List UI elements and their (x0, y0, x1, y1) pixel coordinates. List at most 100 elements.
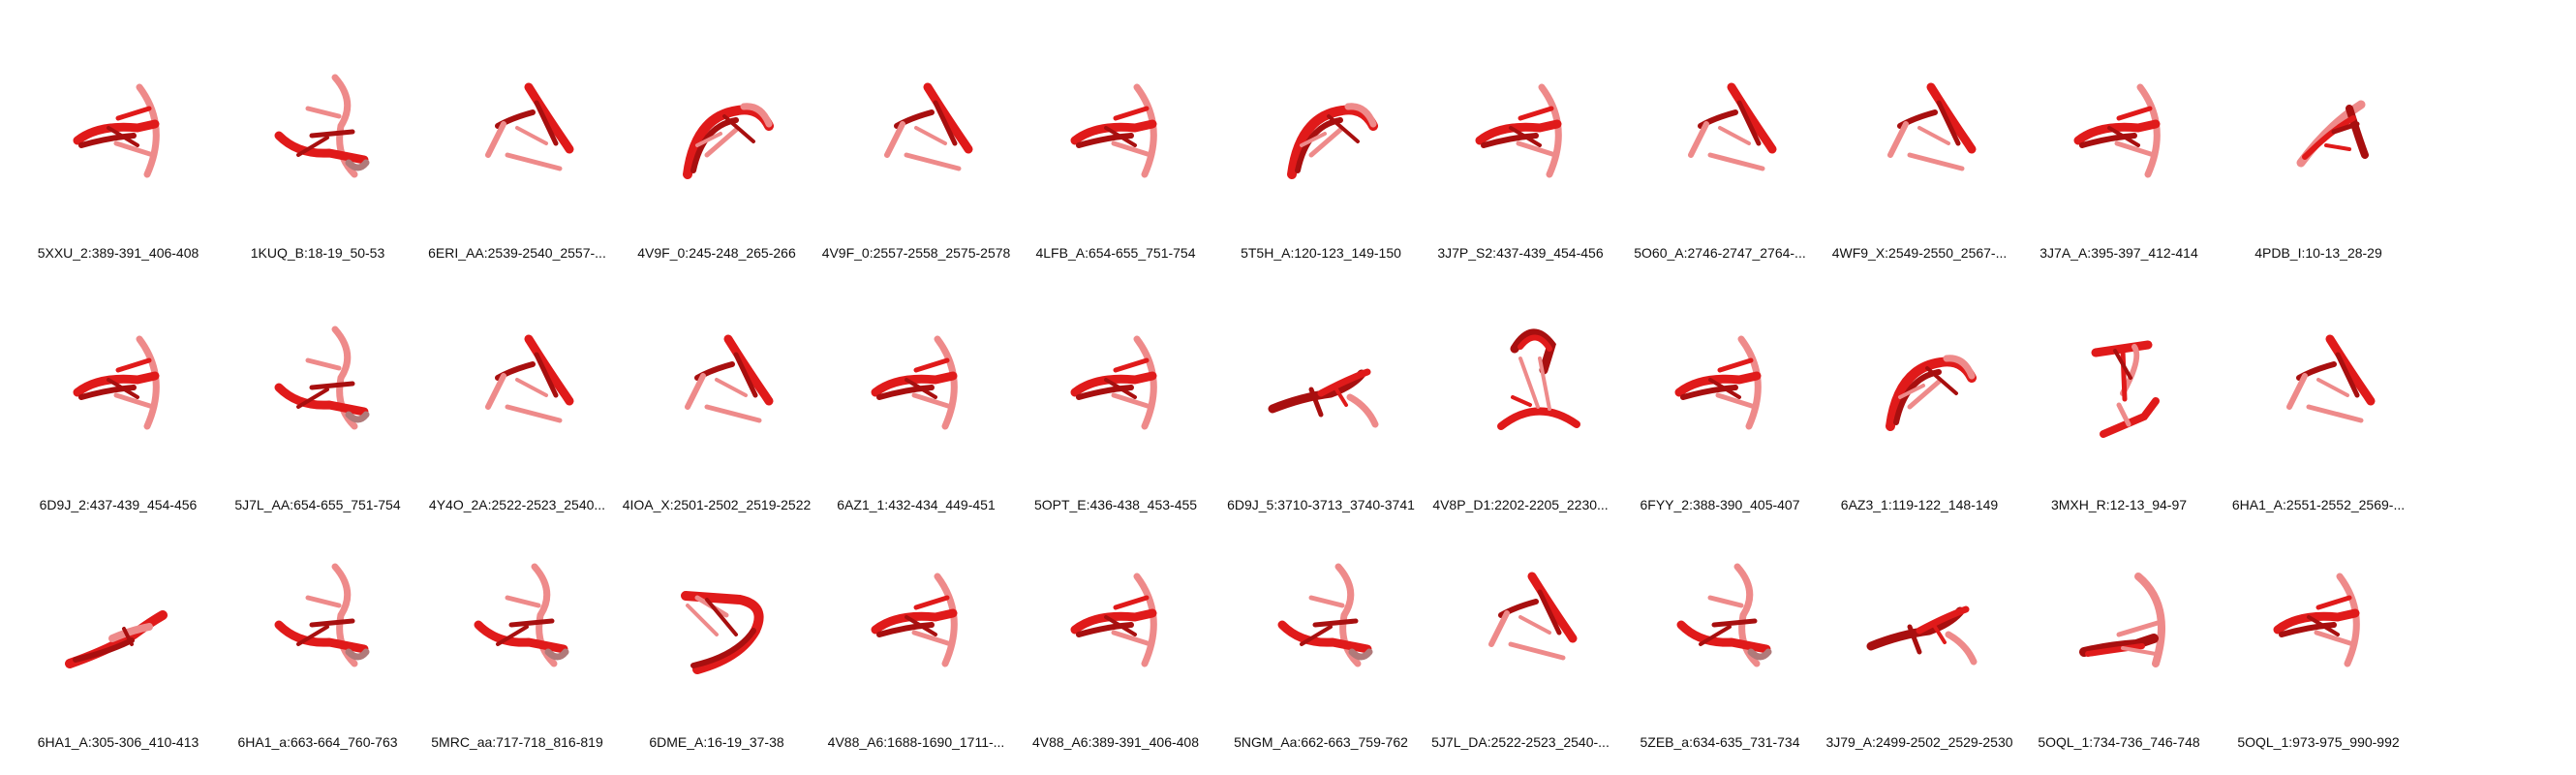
structure-label: 4IOA_X:2501-2502_2519-2522 (622, 497, 812, 512)
structure-label: 6ERI_AA:2539-2540_2557-... (428, 245, 606, 261)
structure-cell[interactable]: 5NGM_Aa:662-663_759-762 (1224, 528, 1418, 760)
structure-cell[interactable]: 5OQL_1:973-975_990-992 (2222, 528, 2415, 760)
structure-thumbnail[interactable] (839, 48, 994, 203)
structure-cell[interactable]: 4LFB_A:654-655_751-754 (1019, 39, 1212, 271)
structure-label: 5ZEB_a:634-635_731-734 (1640, 734, 1800, 750)
structure-thumbnail[interactable] (2241, 538, 2396, 693)
structure-thumbnail[interactable] (440, 538, 595, 693)
structure-cell[interactable]: 4V88_A6:389-391_406-408 (1019, 528, 1212, 760)
structure-thumbnail[interactable] (639, 538, 794, 693)
structure-label: 5T5H_A:120-123_149-150 (1241, 245, 1401, 261)
structure-cell[interactable]: 6HA1_a:663-664_760-763 (221, 528, 414, 760)
structure-thumbnail[interactable] (240, 300, 395, 455)
structure-label: 1KUQ_B:18-19_50-53 (250, 245, 385, 261)
structure-cell[interactable]: 6D9J_2:437-439_454-456 (21, 291, 215, 523)
structure-cell[interactable]: 6D9J_5:3710-3713_3740-3741 (1224, 291, 1418, 523)
structure-thumbnail[interactable] (2041, 300, 2196, 455)
structure-thumbnail[interactable] (1443, 538, 1598, 693)
structure-thumbnail[interactable] (1642, 300, 1797, 455)
structure-cell[interactable]: 6HA1_A:2551-2552_2569-... (2222, 291, 2415, 523)
structure-thumbnail[interactable] (2041, 538, 2196, 693)
structure-label: 3J7P_S2:437-439_454-456 (1437, 245, 1604, 261)
structure-label: 5OPT_E:436-438_453-455 (1033, 497, 1198, 512)
structure-cell[interactable]: 3J7A_A:395-397_412-414 (2022, 39, 2216, 271)
structure-label: 3J79_A:2499-2502_2529-2530 (1825, 734, 2013, 750)
structure-cell[interactable]: 6AZ3_1:119-122_148-149 (1823, 291, 2016, 523)
structure-cell[interactable]: 6HA1_A:305-306_410-413 (21, 528, 215, 760)
structure-cell[interactable]: 3J7P_S2:437-439_454-456 (1424, 39, 1617, 271)
structure-label: 6HA1_a:663-664_760-763 (237, 734, 398, 750)
structure-label: 5NGM_Aa:662-663_759-762 (1234, 734, 1408, 750)
structure-cell[interactable]: 4V88_A6:1688-1690_1711-... (819, 528, 1013, 760)
structure-cell[interactable]: 5J7L_AA:654-655_751-754 (221, 291, 414, 523)
structure-thumbnail[interactable] (1842, 538, 1997, 693)
structure-label: 4Y4O_2A:2522-2523_2540... (428, 497, 606, 512)
structure-thumbnail[interactable] (240, 538, 395, 693)
structure-thumbnail[interactable] (41, 300, 196, 455)
structure-thumbnail[interactable] (839, 300, 994, 455)
structure-cell[interactable]: 5MRC_aa:717-718_816-819 (420, 528, 614, 760)
structure-label: 4WF9_X:2549-2550_2567-... (1831, 245, 2008, 261)
structure-label: 5OQL_1:973-975_990-992 (2237, 734, 2400, 750)
structure-label: 5O60_A:2746-2747_2764-... (1634, 245, 1806, 261)
structure-cell[interactable]: 6ERI_AA:2539-2540_2557-... (420, 39, 614, 271)
structure-thumbnail[interactable] (440, 300, 595, 455)
structure-thumbnail[interactable] (1243, 300, 1398, 455)
structure-label: 6D9J_5:3710-3713_3740-3741 (1227, 497, 1415, 512)
structure-label: 6HA1_A:305-306_410-413 (37, 734, 199, 750)
structure-cell[interactable]: 4V8P_D1:2202-2205_2230... (1424, 291, 1617, 523)
structure-cell[interactable]: 4V9F_0:245-248_265-266 (620, 39, 813, 271)
structure-label: 4V8P_D1:2202-2205_2230... (1432, 497, 1609, 512)
structure-cell[interactable]: 4WF9_X:2549-2550_2567-... (1823, 39, 2016, 271)
structure-thumbnail[interactable] (2241, 48, 2396, 203)
structure-cell[interactable]: 5XXU_2:389-391_406-408 (21, 39, 215, 271)
structure-thumbnail[interactable] (1038, 48, 1193, 203)
structure-thumbnail[interactable] (41, 48, 196, 203)
structure-thumbnail[interactable] (639, 48, 794, 203)
structure-thumbnail[interactable] (1842, 300, 1997, 455)
structure-label: 4PDB_I:10-13_28-29 (2254, 245, 2382, 261)
structure-thumbnail[interactable] (41, 538, 196, 693)
structure-label: 5OQL_1:734-736_746-748 (2038, 734, 2200, 750)
structure-label: 6AZ1_1:432-434_449-451 (837, 497, 996, 512)
structure-thumbnail[interactable] (440, 48, 595, 203)
structure-cell[interactable]: 4Y4O_2A:2522-2523_2540... (420, 291, 614, 523)
structure-cell[interactable]: 3MXH_R:12-13_94-97 (2022, 291, 2216, 523)
structure-thumbnail[interactable] (1243, 538, 1398, 693)
structure-thumbnail[interactable] (2241, 300, 2396, 455)
structure-label: 3J7A_A:395-397_412-414 (2039, 245, 2198, 261)
structure-thumbnail[interactable] (1243, 48, 1398, 203)
structure-label: 5MRC_aa:717-718_816-819 (431, 734, 603, 750)
structure-thumbnail[interactable] (1443, 300, 1598, 455)
structure-thumbnail[interactable] (1038, 300, 1193, 455)
structure-thumbnail[interactable] (1842, 48, 1997, 203)
structure-thumbnail[interactable] (2041, 48, 2196, 203)
structure-thumbnail[interactable] (1642, 48, 1797, 203)
structure-label: 4LFB_A:654-655_751-754 (1035, 245, 1196, 261)
structure-cell[interactable]: 6FYY_2:388-390_405-407 (1623, 291, 1817, 523)
structure-cell[interactable]: 6DME_A:16-19_37-38 (620, 528, 813, 760)
structure-cell[interactable]: 5T5H_A:120-123_149-150 (1224, 39, 1418, 271)
structure-cell[interactable]: 5OPT_E:436-438_453-455 (1019, 291, 1212, 523)
structure-thumbnail[interactable] (1642, 538, 1797, 693)
structure-cell[interactable]: 5OQL_1:734-736_746-748 (2022, 528, 2216, 760)
structure-thumbnail[interactable] (839, 538, 994, 693)
structure-cell[interactable]: 6AZ1_1:432-434_449-451 (819, 291, 1013, 523)
structure-cell[interactable]: 5ZEB_a:634-635_731-734 (1623, 528, 1817, 760)
structure-label: 6D9J_2:437-439_454-456 (39, 497, 198, 512)
structure-thumbnail[interactable] (639, 300, 794, 455)
structure-label: 5J7L_DA:2522-2523_2540-... (1431, 734, 1610, 750)
structure-label: 5J7L_AA:654-655_751-754 (234, 497, 401, 512)
structure-cell[interactable]: 5O60_A:2746-2747_2764-... (1623, 39, 1817, 271)
structure-cell[interactable]: 1KUQ_B:18-19_50-53 (221, 39, 414, 271)
structure-cell[interactable]: 3J79_A:2499-2502_2529-2530 (1823, 528, 2016, 760)
structure-thumbnail[interactable] (1443, 48, 1598, 203)
structure-cell[interactable]: 5J7L_DA:2522-2523_2540-... (1424, 528, 1617, 760)
structure-cell[interactable]: 4IOA_X:2501-2502_2519-2522 (620, 291, 813, 523)
structure-thumbnail[interactable] (240, 48, 395, 203)
structure-label: 4V88_A6:1688-1690_1711-... (827, 734, 1005, 750)
structure-thumbnail[interactable] (1038, 538, 1193, 693)
structure-cell[interactable]: 4V9F_0:2557-2558_2575-2578 (819, 39, 1013, 271)
structure-cell[interactable]: 4PDB_I:10-13_28-29 (2222, 39, 2415, 271)
